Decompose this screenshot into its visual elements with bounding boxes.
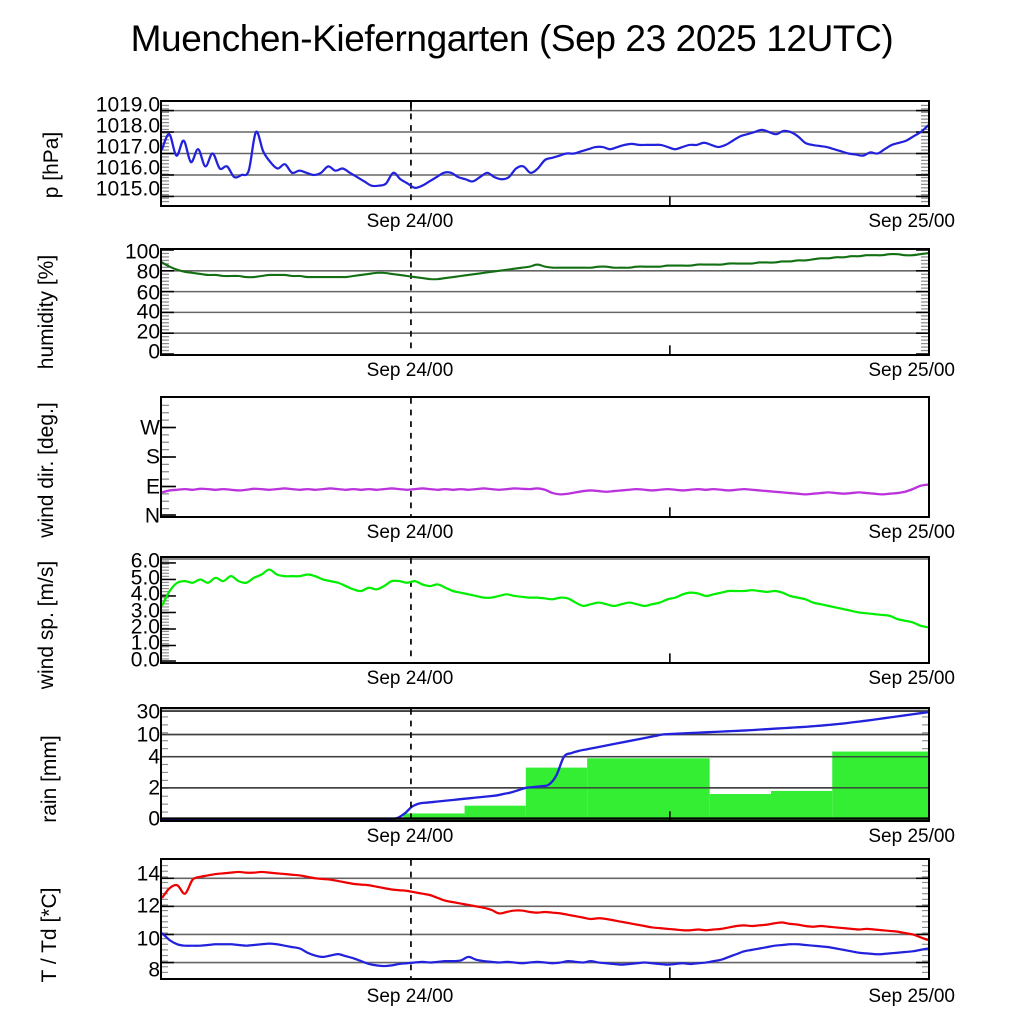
rain-ytick-column: 30 10 4 2 0: [62, 702, 160, 830]
humidity-plot-area[interactable]: [160, 248, 930, 356]
ytick: 12: [136, 894, 160, 918]
ytick: N: [144, 504, 160, 528]
ytick: 3.0: [130, 599, 160, 623]
ytick: 2.0: [130, 615, 160, 639]
temperature-axis-label: T / Td [*C]: [38, 887, 61, 983]
ytick: 1017.0: [95, 135, 160, 159]
ytick: 4.0: [130, 582, 160, 606]
ytick: 80: [136, 260, 160, 284]
xaxis-label-left: Sep 24/00: [366, 360, 454, 381]
xaxis-label-left: Sep 24/00: [366, 522, 454, 543]
temperature-plot-area[interactable]: [160, 858, 930, 980]
xaxis-label-right: Sep 25/00: [868, 522, 955, 543]
xaxis-label-right: Sep 25/00: [868, 211, 955, 232]
humidity-ytick-column: 100 80 60 40 20 0: [52, 242, 160, 363]
rain-plot-area[interactable]: [160, 707, 930, 822]
ytick: 30: [136, 700, 160, 724]
xaxis-label-left: Sep 24/00: [366, 211, 454, 232]
ytick: 60: [136, 281, 160, 305]
ytick: 0.0: [130, 648, 160, 672]
xaxis-label-left: Sep 24/00: [366, 826, 454, 847]
ytick: 1016.0: [95, 156, 160, 180]
ytick: 2: [148, 776, 160, 800]
ytick: 10: [136, 723, 160, 747]
ytick: 20: [136, 320, 160, 344]
wind-speed-ytick-column: 6.0 5.0 4.0 3.0 2.0 1.0 0.0: [52, 551, 160, 671]
ytick: 1.0: [130, 631, 160, 655]
rain-axis-label: rain [mm]: [38, 735, 61, 823]
ytick: 5.0: [130, 566, 160, 590]
xaxis-label-left: Sep 24/00: [366, 986, 454, 1007]
page-title: Muenchen-Kieferngarten (Sep 23 2025 12UT…: [130, 18, 894, 59]
ytick: 1018.0: [95, 114, 160, 138]
temperature-ytick-column: 14 12 10 8: [62, 863, 160, 980]
wind-speed-plot-area[interactable]: [160, 556, 930, 664]
xaxis-label-right: Sep 25/00: [868, 986, 955, 1007]
ytick: 4: [148, 745, 160, 769]
ytick: 100: [124, 240, 160, 264]
ytick: 0: [148, 807, 160, 831]
ytick: 1015.0: [95, 177, 160, 201]
ytick: 10: [136, 927, 160, 951]
ytick: S: [145, 445, 160, 469]
xaxis-label-left: Sep 24/00: [366, 668, 454, 689]
xaxis-label-right: Sep 25/00: [868, 360, 955, 381]
ytick: 6.0: [130, 549, 160, 573]
ytick: E: [145, 475, 160, 498]
ytick: 14: [136, 862, 160, 886]
ytick: 0: [148, 340, 160, 364]
xaxis-label-right: Sep 25/00: [868, 668, 955, 689]
ytick: W: [140, 416, 160, 439]
pressure-plot-area[interactable]: [160, 100, 930, 207]
wind-dir-ytick-column: W S E N: [62, 398, 160, 527]
pressure-ytick-column: 1019.0 1018.0 1017.0 1016.0 1015.0: [52, 95, 160, 203]
ytick: 1019.0: [95, 93, 160, 117]
xaxis-label-right: Sep 25/00: [868, 826, 955, 847]
ytick: 40: [136, 300, 160, 324]
wind-direction-plot-area[interactable]: [160, 396, 930, 518]
ytick: 8: [148, 958, 160, 982]
